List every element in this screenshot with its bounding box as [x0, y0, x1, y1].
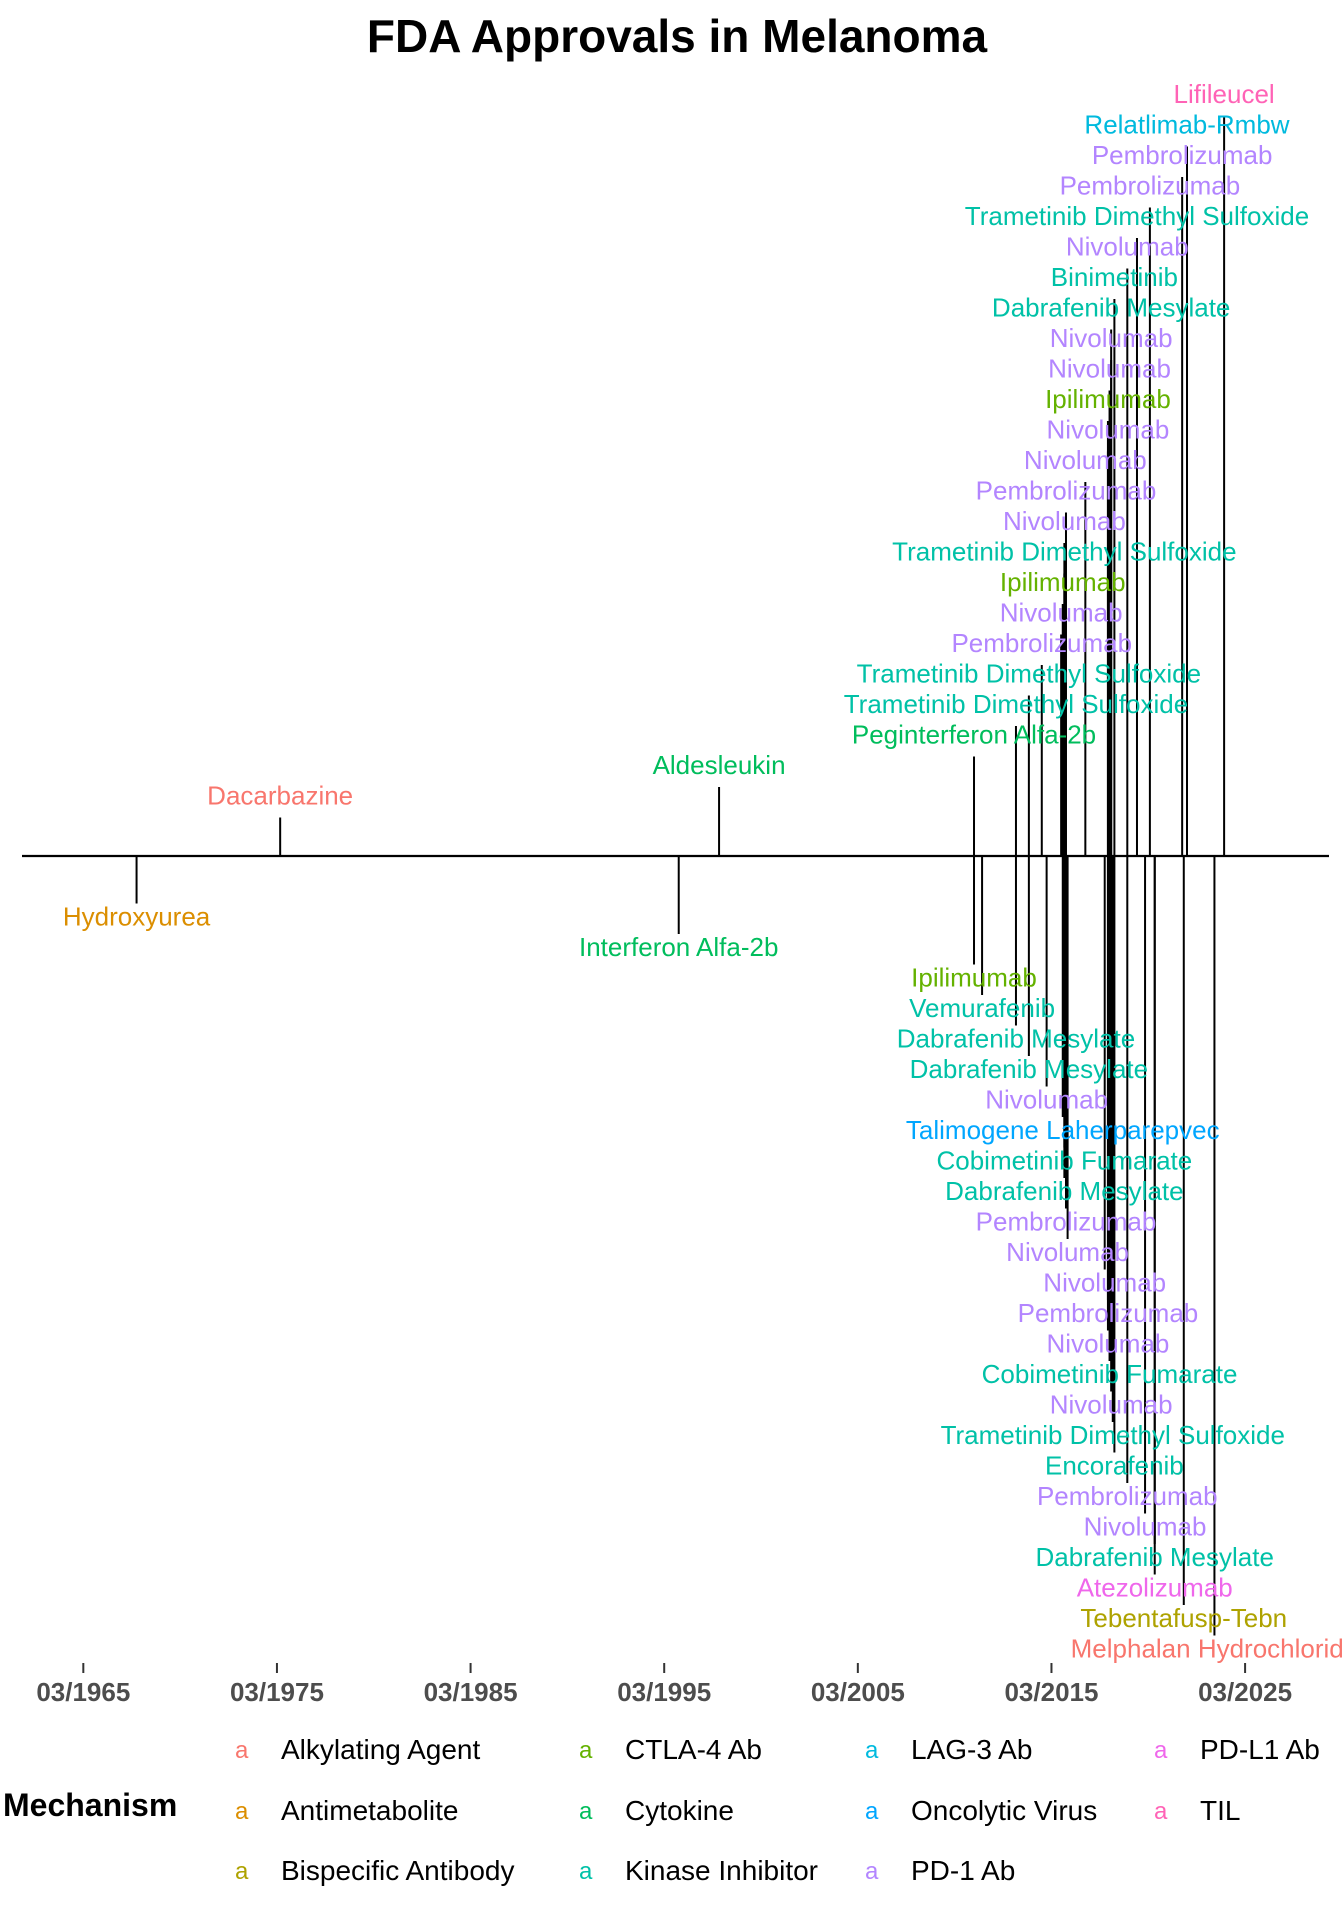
x-tick-label: 03/1965 [36, 1677, 130, 1707]
event-label: Pembrolizumab [1037, 1481, 1218, 1511]
event-label: Dabrafenib Mesylate [897, 1024, 1135, 1054]
legend-item-label: PD-1 Ab [911, 1855, 1015, 1886]
x-tick-label: 03/2025 [1198, 1677, 1292, 1707]
event-label: Interferon Alfa-2b [579, 932, 778, 962]
event-label: Pembrolizumab [951, 628, 1132, 658]
legend-item-label: LAG-3 Ab [911, 1734, 1032, 1765]
legend-item-label: TIL [1200, 1795, 1240, 1826]
legend-item-label: PD-L1 Ab [1200, 1734, 1320, 1765]
event-label: Tebentafusp-Tebn [1080, 1603, 1287, 1633]
event-label: Lifileucel [1174, 79, 1275, 109]
event-stems [135, 116, 1226, 1636]
event-label: Ipilimumab [1000, 567, 1126, 597]
legend-key-glyph: a [1154, 1737, 1168, 1764]
legend-key-glyph: a [865, 1858, 879, 1885]
event-label: Pembrolizumab [1018, 1298, 1199, 1328]
event-label: Trametinib Dimethyl Sulfoxide [844, 689, 1188, 719]
legend-key-glyph: a [865, 1737, 879, 1764]
event-label: Pembrolizumab [976, 476, 1157, 506]
event-label: Nivolumab [1006, 1237, 1129, 1267]
event-label: Dacarbazine [207, 781, 353, 811]
event-label: Dabrafenib Mesylate [992, 293, 1230, 323]
event-label: Nivolumab [1043, 1268, 1166, 1298]
event-label: Trametinib Dimethyl Sulfoxide [857, 659, 1201, 689]
legend-key-glyph: a [235, 1858, 249, 1885]
legend-item-label: CTLA-4 Ab [625, 1734, 762, 1765]
legend: Mechanism a Alkylating Agent a Antimetaboli… [3, 1734, 1320, 1886]
event-label: Hydroxyurea [63, 902, 211, 932]
legend-key-glyph: a [235, 1798, 249, 1825]
event-label: Dabrafenib Mesylate [945, 1176, 1183, 1206]
x-axis-ticks: 03/1965 03/1975 03/1985 03/1995 03/2005 03/20… [36, 1663, 1292, 1707]
legend-item-label: Kinase Inhibitor [625, 1855, 818, 1886]
event-label: Binimetinib [1051, 262, 1178, 292]
chart-title: FDA Approvals in Melanoma [367, 10, 988, 62]
event-label: Nivolumab [985, 1085, 1108, 1115]
legend-item-label: Bispecific Antibody [281, 1855, 514, 1886]
legend-key-glyph: a [1154, 1798, 1168, 1825]
event-label: Nivolumab [1003, 506, 1126, 536]
legend-item-label: Cytokine [625, 1795, 734, 1826]
event-labels: Hydroxyurea Dacarbazine Interferon Alfa-2b… [63, 79, 1344, 1664]
event-label: Talimogene Laherparepvec [906, 1115, 1220, 1145]
event-label: Pembrolizumab [1060, 171, 1241, 201]
event-label: Ipilimumab [1045, 384, 1171, 414]
legend-key-glyph: a [579, 1858, 593, 1885]
event-label: Cobimetinib Fumarate [936, 1146, 1192, 1176]
legend-key-glyph: a [579, 1798, 593, 1825]
legend-key-glyph: a [235, 1737, 249, 1764]
x-tick-label: 03/2015 [1004, 1677, 1098, 1707]
legend-key-glyph: a [579, 1737, 593, 1764]
event-label: Ipilimumab [911, 963, 1037, 993]
event-label: Nivolumab [1050, 1390, 1173, 1420]
x-tick-label: 03/2005 [811, 1677, 905, 1707]
event-label: Trametinib Dimethyl Sulfoxide [941, 1420, 1285, 1450]
event-label: Pembrolizumab [976, 1207, 1157, 1237]
event-label: Peginterferon Alfa-2b [852, 720, 1096, 750]
event-label: Nivolumab [1047, 415, 1170, 445]
legend-key-glyph: a [865, 1798, 879, 1825]
event-label: Atezolizumab [1077, 1573, 1233, 1603]
event-label: Relatlimab-Rmbw [1084, 110, 1289, 140]
event-label: Vemurafenib [909, 993, 1055, 1023]
event-label: Trametinib Dimethyl Sulfoxide [892, 537, 1236, 567]
legend-item-label: Oncolytic Virus [911, 1795, 1097, 1826]
event-label: Nivolumab [1048, 354, 1171, 384]
event-label: Nivolumab [1050, 323, 1173, 353]
x-tick-label: 03/1995 [617, 1677, 711, 1707]
event-label: Dabrafenib Mesylate [1035, 1542, 1273, 1572]
event-label: Nivolumab [1047, 1329, 1170, 1359]
event-label: Cobimetinib Fumarate [982, 1359, 1238, 1389]
event-label: Aldesleukin [653, 750, 786, 780]
x-tick-label: 03/1985 [424, 1677, 518, 1707]
x-tick-label: 03/1975 [230, 1677, 324, 1707]
event-label: Nivolumab [1084, 1512, 1207, 1542]
event-label: Nivolumab [1024, 445, 1147, 475]
event-label: Pembrolizumab [1092, 140, 1273, 170]
legend-title: Mechanism [3, 1787, 177, 1823]
legend-item-label: Antimetabolite [281, 1795, 458, 1826]
event-label: Encorafenib [1045, 1451, 1184, 1481]
event-label: Melphalan Hydrochloride [1071, 1634, 1344, 1664]
event-label: Trametinib Dimethyl Sulfoxide [965, 201, 1309, 231]
event-label: Dabrafenib Mesylate [910, 1054, 1148, 1084]
legend-item-label: Alkylating Agent [281, 1734, 480, 1765]
event-label: Nivolumab [1000, 598, 1123, 628]
event-label: Nivolumab [1066, 232, 1189, 262]
